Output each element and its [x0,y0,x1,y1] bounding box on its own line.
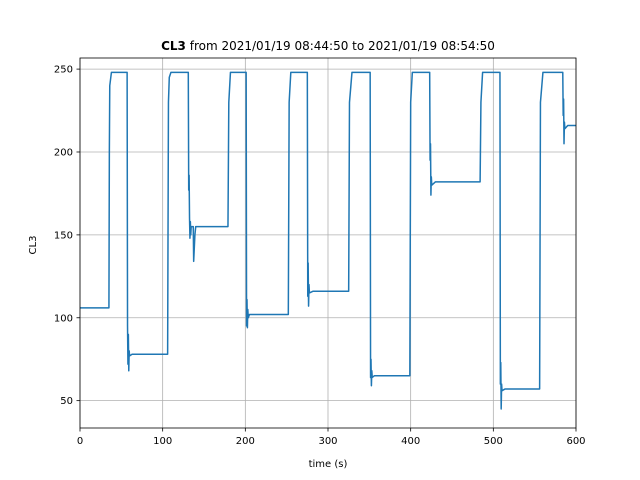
y-tick-label: 50 [60,396,73,407]
x-tick-label: 500 [484,436,503,447]
chart-title: CL3 from 2021/01/19 08:44:50 to 2021/01/… [161,39,495,53]
y-tick-label: 250 [54,65,73,76]
y-tick-label: 200 [54,147,73,158]
title-bold: CL3 [161,39,186,53]
x-tick-label: 0 [77,436,83,447]
y-axis-label: CL3 [28,236,39,255]
x-tick-label: 300 [318,436,337,447]
y-tick-label: 100 [54,313,73,324]
plot-frame [79,57,577,429]
x-tick-label: 200 [236,436,255,447]
y-tick-label: 150 [54,230,73,241]
x-tick-label: 100 [153,436,172,447]
x-tick-label: 400 [401,436,420,447]
x-tick-label: 600 [566,436,585,447]
data-line [80,71,576,410]
title-text: from 2021/01/19 08:44:50 to 2021/01/19 0… [190,39,495,53]
x-axis-label: time (s) [309,459,348,470]
